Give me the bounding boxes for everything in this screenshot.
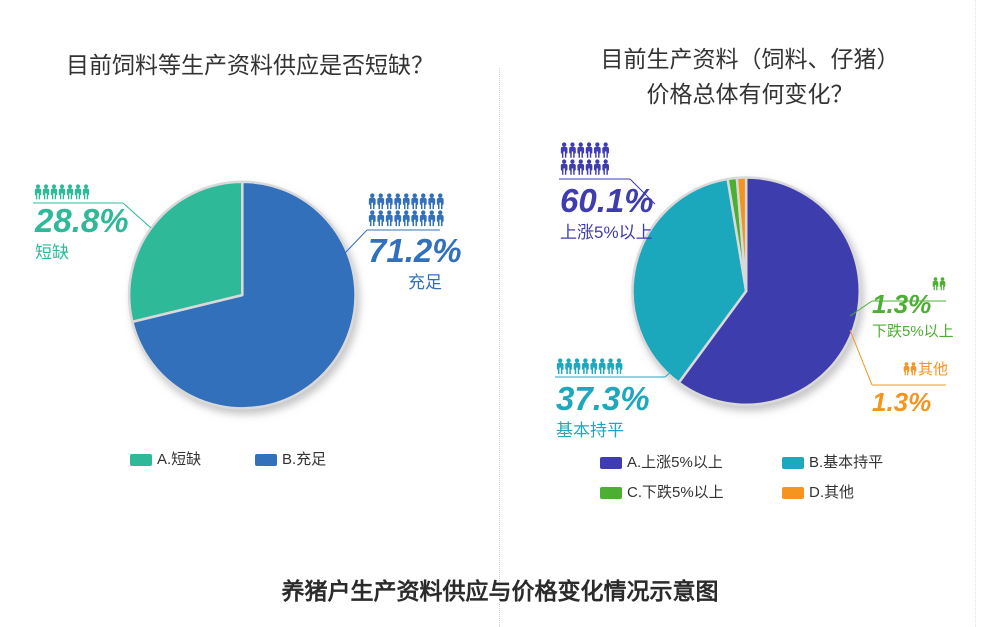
- svg-text:1.3%: 1.3%: [872, 289, 931, 319]
- svg-text:A.上涨5%以上: A.上涨5%以上: [627, 454, 723, 471]
- svg-text:71.2%: 71.2%: [368, 232, 462, 269]
- svg-text:B.基本持平: B.基本持平: [809, 454, 883, 471]
- svg-text:B.充足: B.充足: [282, 451, 326, 468]
- svg-text:基本持平: 基本持平: [556, 421, 624, 440]
- svg-text:1.3%: 1.3%: [872, 387, 931, 417]
- svg-text:37.3%: 37.3%: [556, 380, 650, 417]
- svg-text:D.其他: D.其他: [809, 484, 854, 501]
- svg-text:短缺: 短缺: [35, 243, 69, 262]
- svg-text:60.1%: 60.1%: [560, 182, 654, 219]
- svg-text:下跌5%以上: 下跌5%以上: [872, 323, 954, 340]
- svg-text:A.短缺: A.短缺: [157, 451, 201, 468]
- svg-text:上涨5%以上: 上涨5%以上: [560, 223, 653, 242]
- svg-text:充足: 充足: [408, 273, 442, 292]
- svg-text:28.8%: 28.8%: [34, 202, 129, 239]
- svg-text:C.下跌5%以上: C.下跌5%以上: [627, 484, 724, 501]
- svg-text:其他: 其他: [918, 361, 948, 378]
